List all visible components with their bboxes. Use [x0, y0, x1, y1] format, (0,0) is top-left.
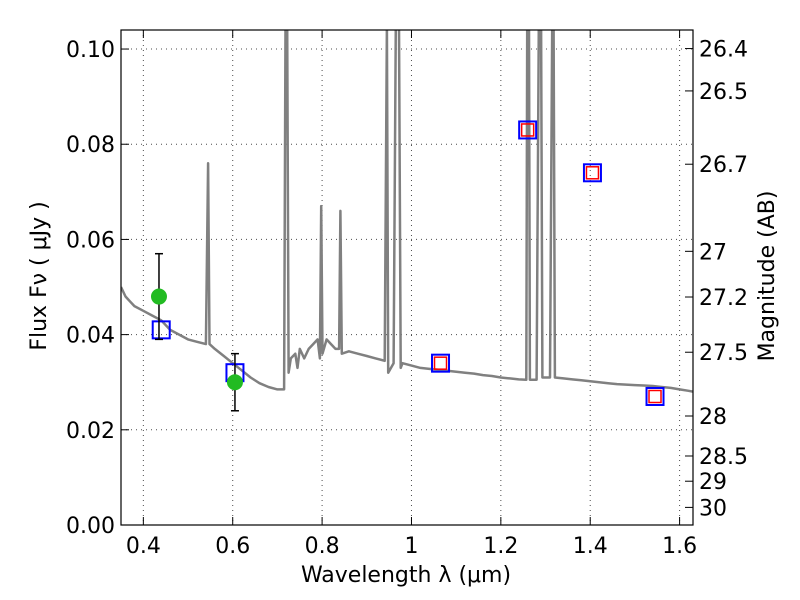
measured-flux-point	[150, 288, 167, 305]
right-tick-label: 26.7	[699, 153, 748, 178]
x-tick-label: 0.6	[215, 534, 250, 559]
y-tick-label: 0.00	[66, 514, 115, 539]
right-tick-label: 26.5	[699, 80, 748, 105]
right-tick-label: 27	[699, 240, 727, 265]
right-tick-label: 29	[699, 470, 727, 495]
plot-frame	[120, 29, 694, 526]
spectrum-layer	[121, 30, 693, 393]
y-ticks: 0.00 0.02 0.04 0.06 0.08 0.10	[66, 38, 129, 539]
x-tick-label: 1	[404, 534, 418, 559]
photometry-square-blue	[582, 163, 602, 183]
x-tick-label: 0.8	[305, 534, 340, 559]
photometry-square-red	[585, 166, 600, 180]
x-ticks: 0.4 0.6 0.8 1 1.2 1.4 1.6	[126, 30, 697, 559]
photometry-square-red	[433, 356, 448, 370]
right-axis-label: Magnitude (AB)	[755, 191, 780, 362]
right-tick-label: 30	[699, 496, 727, 521]
spectrum-line	[121, 30, 693, 393]
y-axis-label: Flux Fν ( μJy )	[27, 201, 52, 350]
y-tick-label: 0.10	[66, 38, 115, 63]
right-tick-label: 26.4	[699, 38, 748, 63]
y-tick-label: 0.06	[66, 228, 115, 253]
photometry-square-blue	[431, 353, 451, 373]
x-tick-label: 0.4	[126, 534, 161, 559]
marker-layer	[150, 120, 665, 412]
photometry-square-red	[648, 389, 662, 404]
x-tick-label: 1.4	[573, 534, 608, 559]
x-axis-label: Wavelength λ (μm)	[301, 563, 511, 588]
x-tick-label: 1.6	[662, 534, 697, 559]
photometry-square-blue	[518, 120, 538, 140]
right-tick-label: 28.5	[699, 445, 748, 470]
right-tick-label: 28	[699, 405, 727, 430]
photometry-square-blue	[645, 386, 665, 406]
y-tick-label: 0.04	[66, 324, 115, 349]
right-tick-label: 27.5	[699, 341, 748, 366]
x-tick-label: 1.2	[483, 534, 518, 559]
y-tick-label: 0.02	[66, 419, 115, 444]
y-tick-label: 0.08	[66, 133, 115, 158]
grid-layer	[121, 30, 693, 525]
measured-flux-point	[226, 374, 243, 391]
right-tick-label: 27.2	[699, 286, 748, 311]
photometry-square-red	[520, 123, 535, 137]
photometry-square-blue	[151, 320, 171, 340]
